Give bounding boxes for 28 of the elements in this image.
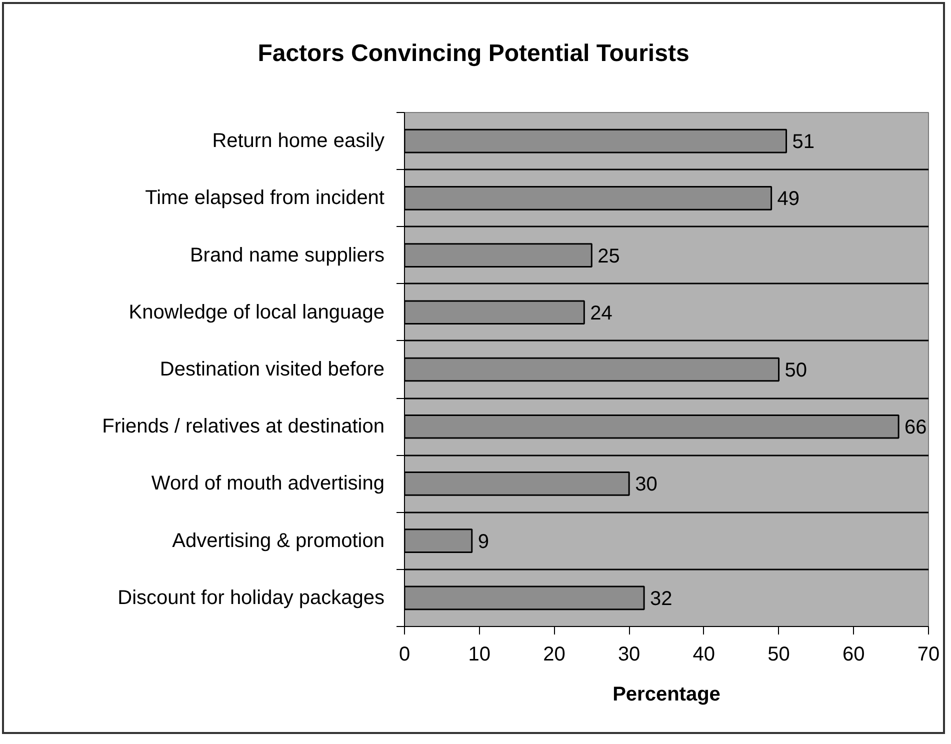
data-label: 25 xyxy=(598,245,620,268)
x-tick-label: 60 xyxy=(842,644,865,666)
data-label: 50 xyxy=(784,360,808,382)
data-label: 32 xyxy=(650,588,672,610)
data-label: 66 xyxy=(904,416,927,439)
y-tick-label: Time elapsed from incident xyxy=(145,187,385,210)
data-label: 51 xyxy=(792,131,815,154)
chart-title: Factors Convincing Potential Tourists xyxy=(258,39,690,69)
x-tick-label: 30 xyxy=(618,644,640,666)
y-tick-label: Discount for holiday packages xyxy=(118,586,385,609)
y-tick-label: Friends / relatives at destination xyxy=(102,416,385,438)
y-tick-label: Word of mouth advertising xyxy=(151,472,384,495)
y-tick-label: Brand name suppliers xyxy=(190,244,385,266)
x-tick-label: 40 xyxy=(692,644,716,666)
y-tick-label: Return home easily xyxy=(212,130,385,152)
x-tick-label: 20 xyxy=(543,644,566,666)
data-label: 24 xyxy=(590,302,612,324)
x-tick-label: 50 xyxy=(768,644,790,666)
data-label: 49 xyxy=(777,188,800,210)
y-tick-label: Knowledge of local language xyxy=(128,301,385,324)
data-label: 9 xyxy=(478,530,489,553)
y-tick-label: Destination visited before xyxy=(160,358,385,380)
x-tick-label: 70 xyxy=(917,644,940,666)
y-tick-label: Advertising & promotion xyxy=(172,530,385,552)
data-label: 30 xyxy=(635,474,658,496)
x-axis-title: Percentage xyxy=(612,684,720,706)
x-tick-label: 0 xyxy=(398,644,410,666)
x-tick-label: 10 xyxy=(468,644,490,666)
